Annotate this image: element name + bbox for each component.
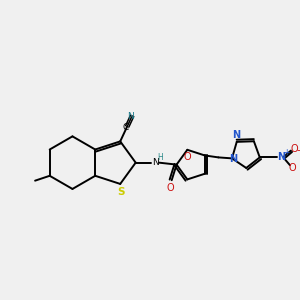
Text: H: H <box>157 153 163 162</box>
Text: N: N <box>229 154 237 164</box>
Text: +: + <box>283 148 289 157</box>
Text: O: O <box>288 163 296 173</box>
Text: N: N <box>152 158 158 167</box>
Text: N: N <box>232 130 240 140</box>
Text: S: S <box>117 187 125 197</box>
Text: O: O <box>290 144 298 154</box>
Text: O: O <box>184 152 191 162</box>
Text: O: O <box>167 183 175 193</box>
Text: -: - <box>297 146 300 156</box>
Text: N: N <box>127 112 134 121</box>
Text: C: C <box>122 123 128 132</box>
Text: N: N <box>277 152 285 162</box>
